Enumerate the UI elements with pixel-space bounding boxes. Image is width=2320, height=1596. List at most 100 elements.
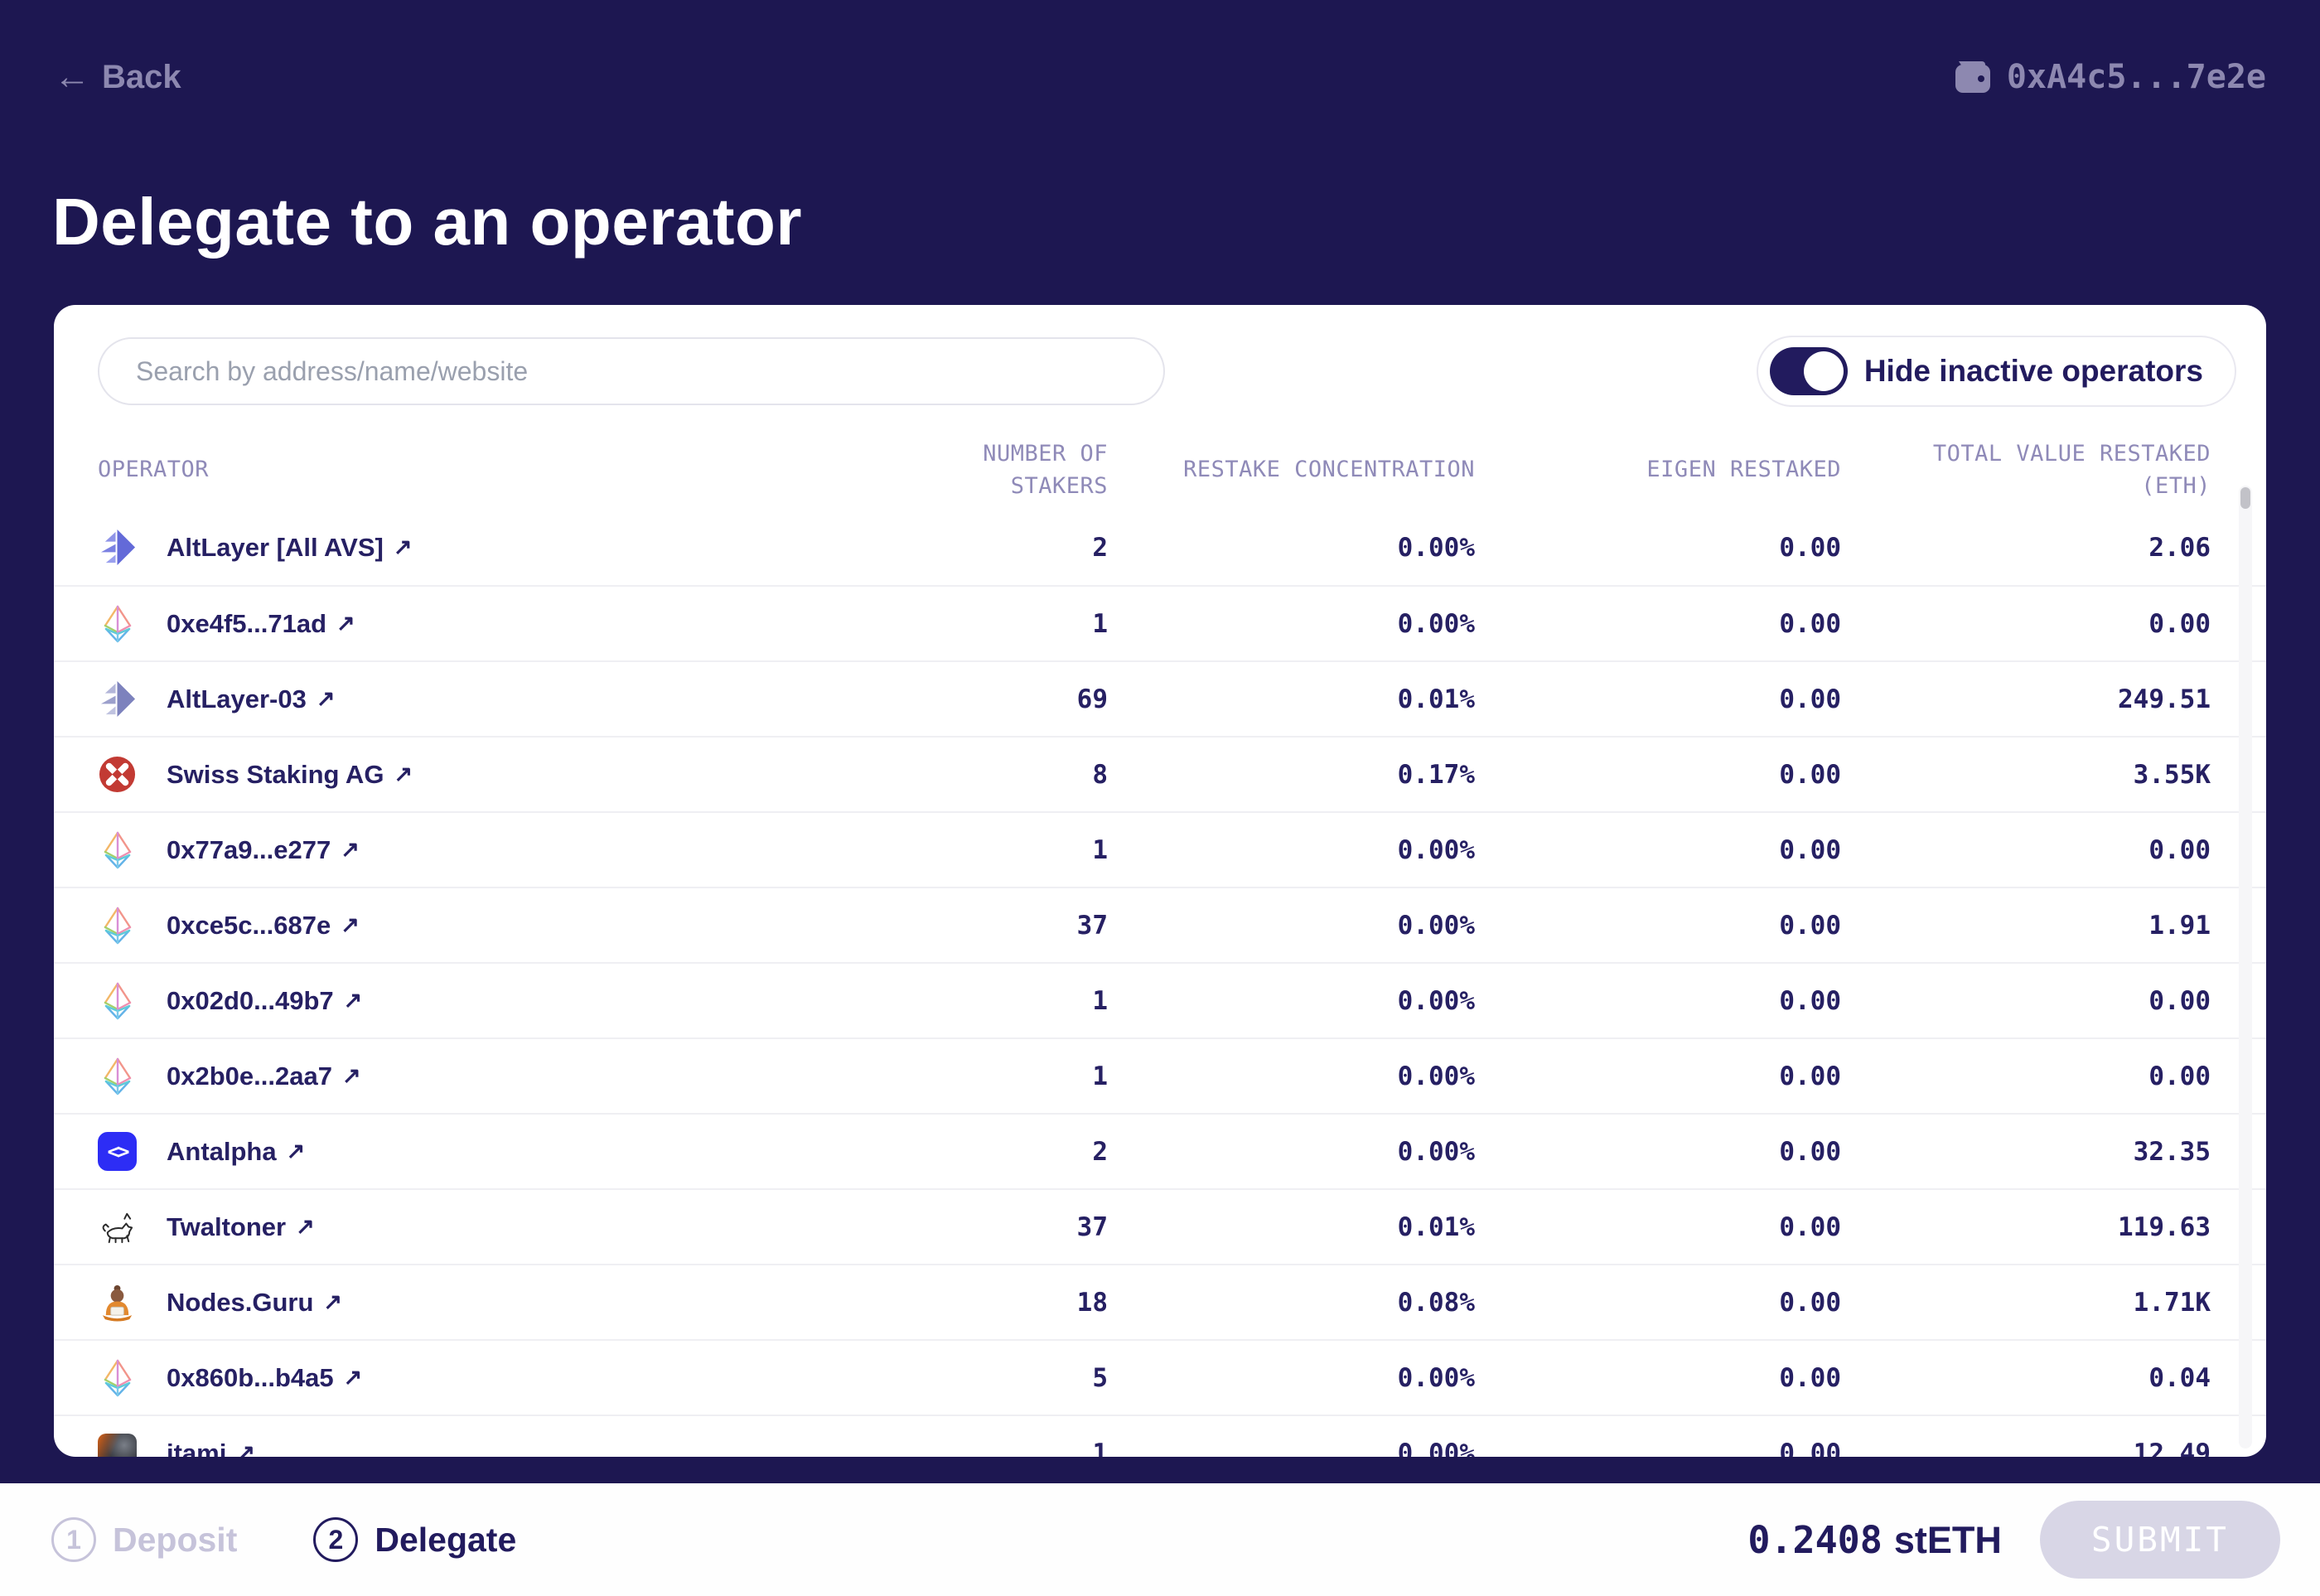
stakers-value: 18 xyxy=(1076,1287,1108,1318)
eigen-restaked-value: 0.00 xyxy=(1779,1362,1841,1393)
operator-row[interactable]: Swiss Staking AG ↗ 8 0.17% 0.00 3.55K xyxy=(54,736,2266,811)
eth-diamond-icon xyxy=(98,604,137,643)
operator-cell: Swiss Staking AG ↗ xyxy=(83,755,909,794)
step-2-circle: 2 xyxy=(313,1517,359,1562)
operator-name-link[interactable]: Antalpha ↗ xyxy=(167,1136,306,1166)
stake-amount-value: 0.2408 xyxy=(1747,1517,1883,1562)
total-restaked-value: 32.35 xyxy=(2133,1136,2211,1167)
external-link-icon: ↗ xyxy=(393,534,413,559)
eigen-restaked-value: 0.00 xyxy=(1779,1438,1841,1458)
back-button[interactable]: ← Back xyxy=(54,59,181,96)
column-header-eigen[interactable]: EIGEN RESTAKED xyxy=(1646,457,1841,483)
operator-cell: 0x77a9...e277 ↗ xyxy=(83,830,909,869)
eth-diamond-icon xyxy=(98,1358,137,1397)
operator-table-body: AltLayer [All AVS] ↗ 2 0.00% 0.00 2.06 0xe4f5.… xyxy=(54,510,2266,1457)
column-header-total[interactable]: TOTAL VALUE RESTAKED (ETH) xyxy=(1932,440,2211,499)
stake-amount: 0.2408 stETH xyxy=(1747,1518,2002,1562)
step-indicator: 1 Deposit 2 Delegate xyxy=(51,1517,516,1562)
wallet-address: 0xA4c5...7e2e xyxy=(2006,58,2266,96)
operator-row[interactable]: Twaltoner ↗ 37 0.01% 0.00 119.63 xyxy=(54,1188,2266,1264)
operator-name-link[interactable]: Swiss Staking AG ↗ xyxy=(167,759,413,789)
concentration-value: 0.08% xyxy=(1397,1287,1475,1318)
eth-diamond-icon xyxy=(98,830,137,869)
operator-name-link[interactable]: 0x860b...b4a5 ↗ xyxy=(167,1362,363,1392)
operator-cell: AltLayer [All AVS] ↗ xyxy=(83,528,909,567)
concentration-value: 0.00% xyxy=(1397,1136,1475,1167)
eigen-restaked-value: 0.00 xyxy=(1779,1287,1841,1318)
total-restaked-value: 3.55K xyxy=(2133,759,2211,790)
column-header-stakers[interactable]: NUMBER OF STAKERS xyxy=(983,440,1108,499)
step-1-circle: 1 xyxy=(51,1517,96,1562)
operator-row[interactable]: 0x860b...b4a5 ↗ 5 0.00% 0.00 0.04 xyxy=(54,1339,2266,1415)
external-link-icon: ↗ xyxy=(394,762,413,786)
operator-cell: 0x02d0...49b7 ↗ xyxy=(83,981,909,1020)
external-link-icon: ↗ xyxy=(316,686,336,711)
operator-row[interactable]: 0x77a9...e277 ↗ 1 0.00% 0.00 0.00 xyxy=(54,811,2266,887)
operator-row[interactable]: 0xe4f5...71ad ↗ 1 0.00% 0.00 0.00 xyxy=(54,585,2266,660)
operator-list-card: Hide inactive operators OPERATOR NUMBER … xyxy=(54,305,2266,1457)
concentration-value: 0.17% xyxy=(1397,759,1475,790)
column-header-operator[interactable]: OPERATOR xyxy=(98,457,210,483)
total-restaked-value: 0.00 xyxy=(2148,985,2211,1016)
concentration-value: 0.00% xyxy=(1397,532,1475,563)
total-restaked-value: 119.63 xyxy=(2118,1212,2211,1242)
page-title: Delegate to an operator xyxy=(52,185,803,259)
operator-name-link[interactable]: Nodes.Guru ↗ xyxy=(167,1287,343,1317)
operator-row[interactable]: <> Antalpha ↗ 2 0.00% 0.00 32.35 xyxy=(54,1113,2266,1188)
operator-cell: 0xe4f5...71ad ↗ xyxy=(83,604,909,643)
operator-name-link[interactable]: 0x02d0...49b7 ↗ xyxy=(167,985,363,1015)
operator-row[interactable]: Nodes.Guru ↗ 18 0.08% 0.00 1.71K xyxy=(54,1264,2266,1339)
scrollbar-thumb[interactable] xyxy=(2240,487,2250,509)
total-restaked-value: 12.49 xyxy=(2133,1438,2211,1458)
operator-name-link[interactable]: AltLayer [All AVS] ↗ xyxy=(167,532,413,562)
operator-name-link[interactable]: Twaltoner ↗ xyxy=(167,1212,315,1241)
concentration-value: 0.00% xyxy=(1397,1362,1475,1393)
stakers-value: 1 xyxy=(1092,834,1108,865)
scrollbar-track[interactable] xyxy=(2239,486,2252,1448)
operator-cell: Nodes.Guru ↗ xyxy=(83,1283,909,1322)
operator-row[interactable]: itami ↗ 1 0.00% 0.00 12.49 xyxy=(54,1415,2266,1457)
search-input[interactable] xyxy=(98,337,1165,405)
stakers-value: 69 xyxy=(1076,684,1108,714)
wallet-chip[interactable]: 0xA4c5...7e2e xyxy=(1954,58,2266,96)
operator-row[interactable]: 0x02d0...49b7 ↗ 1 0.00% 0.00 0.00 xyxy=(54,962,2266,1037)
eigen-restaked-value: 0.00 xyxy=(1779,608,1841,639)
total-restaked-value: 249.51 xyxy=(2118,684,2211,714)
total-restaked-value: 1.91 xyxy=(2148,910,2211,941)
operator-name-link[interactable]: 0xe4f5...71ad ↗ xyxy=(167,608,355,638)
operator-row[interactable]: 0xce5c...687e ↗ 37 0.00% 0.00 1.91 xyxy=(54,887,2266,962)
stakers-value: 8 xyxy=(1092,759,1108,790)
operator-name-link[interactable]: 0x77a9...e277 ↗ xyxy=(167,834,360,864)
concentration-value: 0.00% xyxy=(1397,1061,1475,1091)
toggle-switch-icon[interactable] xyxy=(1769,347,1848,395)
submit-button[interactable]: SUBMIT xyxy=(2039,1501,2280,1579)
wallet-icon xyxy=(1954,60,1992,94)
stakers-value: 1 xyxy=(1092,1061,1108,1091)
back-arrow-icon: ← xyxy=(54,56,90,97)
concentration-value: 0.01% xyxy=(1397,1212,1475,1242)
stakers-value: 2 xyxy=(1092,1136,1108,1167)
operator-name-link[interactable]: AltLayer-03 ↗ xyxy=(167,684,336,713)
eth-diamond-icon xyxy=(98,1057,137,1095)
external-link-icon: ↗ xyxy=(343,988,363,1013)
stakers-value: 1 xyxy=(1092,608,1108,639)
step-deposit[interactable]: 1 Deposit xyxy=(51,1517,237,1562)
operator-cell: Twaltoner ↗ xyxy=(83,1207,909,1246)
operator-row[interactable]: AltLayer-03 ↗ 69 0.01% 0.00 249.51 xyxy=(54,660,2266,736)
operator-name-link[interactable]: itami ↗ xyxy=(167,1439,255,1458)
operator-row[interactable]: 0x2b0e...2aa7 ↗ 1 0.00% 0.00 0.00 xyxy=(54,1037,2266,1113)
operator-name-link[interactable]: 0x2b0e...2aa7 ↗ xyxy=(167,1061,361,1091)
operator-row[interactable]: AltLayer [All AVS] ↗ 2 0.00% 0.00 2.06 xyxy=(54,510,2266,585)
step-2-label: Delegate xyxy=(375,1520,517,1559)
itami-avatar xyxy=(98,1434,137,1457)
top-bar: ← Back 0xA4c5...7e2e xyxy=(54,58,2266,96)
total-restaked-value: 0.04 xyxy=(2148,1362,2211,1393)
step-delegate[interactable]: 2 Delegate xyxy=(313,1517,516,1562)
operator-name-link[interactable]: 0xce5c...687e ↗ xyxy=(167,910,360,940)
concentration-value: 0.00% xyxy=(1397,910,1475,941)
column-header-concentration[interactable]: RESTAKE CONCENTRATION xyxy=(1183,457,1475,483)
stakers-value: 37 xyxy=(1076,1212,1108,1242)
eigen-restaked-value: 0.00 xyxy=(1779,684,1841,714)
hide-inactive-toggle[interactable]: Hide inactive operators xyxy=(1756,336,2236,407)
table-header-row: OPERATOR NUMBER OF STAKERS RESTAKE CONCE… xyxy=(54,430,2266,510)
